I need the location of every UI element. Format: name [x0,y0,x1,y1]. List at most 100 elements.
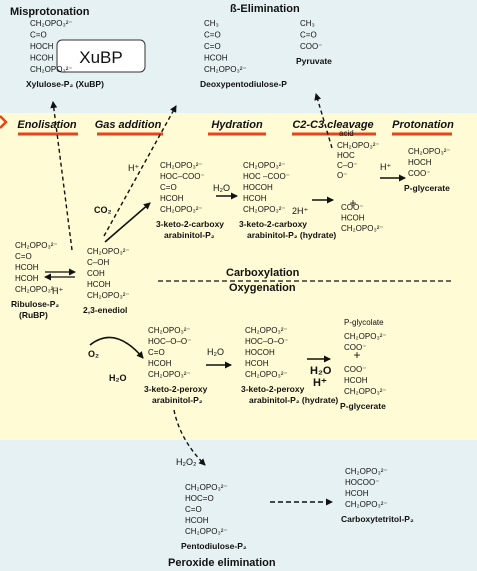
molecule-name: arabinitol-P₂ (hydrate) [249,395,338,405]
heading-oxygenation: Oxygenation [229,282,296,294]
structure-line: CH₃ [300,19,315,28]
step-c2-c3-cleavage: C2-C3 cleavage [292,119,373,131]
structure-line: CH₂OPO₃²⁻ [245,370,288,379]
structure-line: CH₂OPO₃²⁻ [243,161,286,170]
structure-line: HCOH [243,194,267,203]
structure-line: HOC–O–O⁻ [245,337,288,346]
heading-beta-elimination: ß-Elimination [230,3,300,15]
structure-line: HOCOH [245,348,275,357]
structure-line: C=O [204,31,221,40]
structure-line: COO⁻ [344,365,366,374]
reagent-co2: CO₂ [94,205,112,215]
molecule-name: Deoxypentodiulose-P [200,79,287,89]
structure-line: CH₃ [204,19,219,28]
structure-line: HOC–COO⁻ [160,172,205,181]
structure-line: CH₂OPO₃²⁻ [243,205,286,214]
reagent-h-plus-bold: H⁺ [313,377,327,389]
molecule-name: P-glycerate [340,401,386,411]
structure-line: HCOH [87,280,111,289]
structure-line: CH₂OPO₃²⁻ [345,500,388,509]
structure-line: HOC [337,151,355,160]
molecule-deoxypentodiulose: CH₃ C=O C=O HCOH CH₂OPO₃²⁻ Deoxypentodiulose-… [200,19,287,89]
step-enolisation: Enolisation [17,119,77,131]
structure-line: CH₂OPO₃²⁻ [15,241,58,250]
structure-line: CH₂OPO₃²⁻ [160,205,203,214]
structure-line: HCOH [204,54,228,63]
structure-line: CH₂OPO₃²⁻ [148,370,191,379]
structure-line: CH₂OPO₃²⁻ [344,332,387,341]
molecule-name: Carboxytetritol-P₂ [341,514,414,524]
structure-line: HCOH [185,516,209,525]
molecule-name: 2,3-enediol [83,305,127,315]
molecule-name: Ribulose-P₂ [11,299,59,309]
molecule-title: P-glycolate [344,318,384,327]
molecule-name: arabinitol-P₂ [152,395,203,405]
molecule-name: 3-keto-2-peroxy [241,384,305,394]
reagent-h2o: H₂O [207,347,224,357]
molecule-name: arabinitol-P₂ [164,230,215,240]
structure-line: HOCOH [243,183,273,192]
structure-line: C=O [148,348,165,357]
structure-line: CH₂OPO₃²⁻ [30,19,73,28]
step-hydration: Hydration [211,119,263,131]
structure-line: C=O [15,252,32,261]
structure-line: CH₂OPO₃²⁻ [87,291,130,300]
structure-line: HOC –COO⁻ [243,172,290,181]
heading-peroxide-elimination: Peroxide elimination [168,557,276,569]
structure-line: HCOH [15,263,39,272]
structure-line: C=O [30,31,47,40]
molecule-name: 3-keto-2-peroxy [144,384,208,394]
structure-line: CH₂OPO₃²⁻ [408,147,451,156]
molecule-name: P-glycerate [404,183,450,193]
structure-line: CH₂OPO₃²⁻ [185,527,228,536]
structure-line: HOC–O–O⁻ [148,337,191,346]
reagent-o2: O₂ [88,349,99,359]
molecule-pentodiulose: CH₂OPO₃²⁻HOC=OC=OHCOHCH₂OPO₃²⁻Pentodiulo… [181,483,247,551]
reagent-h-plus: H⁺ [380,162,391,172]
structure-line: HCOH [15,274,39,283]
molecule-name: (RuBP) [19,310,48,320]
structure-line: CH₂OPO₃²⁻ [160,161,203,170]
structure-line: HCOH [344,376,368,385]
molecule-name: Xylulose-P₂ (XuBP) [26,79,104,89]
cleavage-fragment-text: acid [339,129,354,138]
heading-misprotonation: Misprotonation [10,6,90,18]
reagent-h2o: H₂O [109,373,127,383]
reagent-h-plus: H⁺ [52,286,63,296]
structure-line: CH₂OPO₃²⁻ [245,326,288,335]
step-gas-addition: Gas addition [95,119,162,131]
structure-line: CH₂OPO₃²⁻ [148,326,191,335]
structure-line: CH₂OPO₃²⁻ [87,247,130,256]
structure-line: HCOH [30,54,54,63]
structure-line: COO⁻ [408,169,430,178]
structure-line: CH₂OPO₃²⁻ [337,141,380,150]
structure-line: HCOH [341,214,365,223]
structure-line: O⁻ [337,171,347,180]
heading-carboxylation: Carboxylation [226,267,300,279]
structure-line: COH [87,269,105,278]
structure-line: C=O [204,42,221,51]
molecule-carboxytetritol: CH₂OPO₃²⁻ HOCOO⁻ HCOH CH₂OPO₃²⁻ Carboxytetri… [341,467,414,524]
reagent-h2o-bold: H₂O [310,365,332,377]
xubp-box-label: XuBP [79,48,122,67]
structure-line: CH₂OPO₃²⁻ [204,65,247,74]
structure-line: CH₂OPO₃²⁻ [341,224,384,233]
structure-line: HCOH [148,359,172,368]
structure-line: CH₂OPO₃²⁻ [345,467,388,476]
structure-line: HCOH [345,489,369,498]
molecule-name: 3-keto-2-carboxy [156,219,224,229]
reagent-h2o: H₂O [213,183,230,193]
structure-line: C=O [300,31,317,40]
structure-line: HOC=O [185,494,214,503]
structure-line: HOCOO⁻ [345,478,379,487]
molecule-name: Pyruvate [296,56,332,66]
molecule-name: arabinitol-P₂ (hydrate) [247,230,336,240]
structure-line: C=O [160,183,177,192]
structure-line: HOCH [30,42,54,51]
structure-line: C–OH [87,258,109,267]
reagent-2h-plus: 2H⁺ [292,206,309,216]
structure-line: HCOH [160,194,184,203]
reagent-h2o2: H₂O₂ [176,457,197,467]
